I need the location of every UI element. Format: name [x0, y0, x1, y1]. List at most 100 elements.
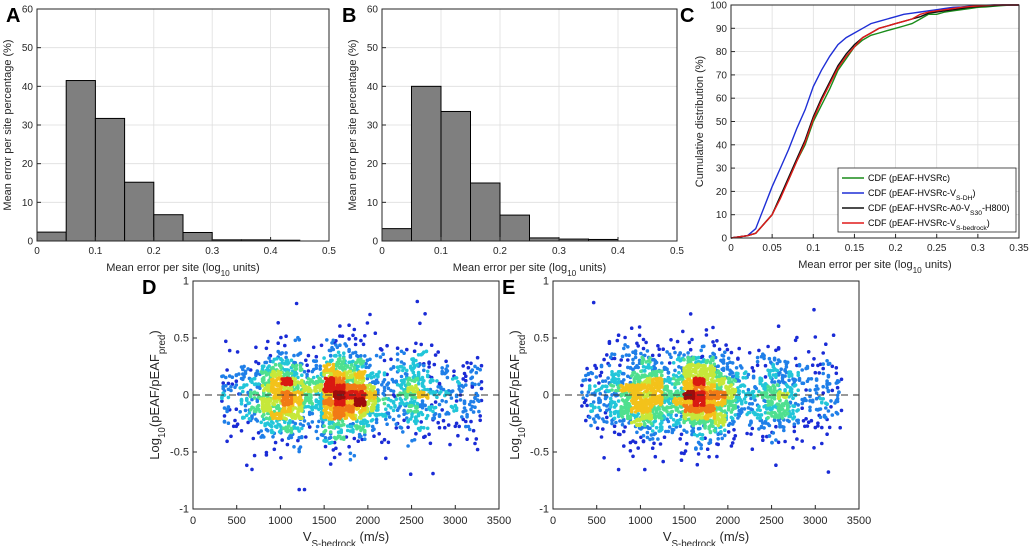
scatter-point — [353, 397, 358, 402]
scatter-point — [297, 449, 302, 454]
scatter-point — [730, 361, 735, 365]
scatter-point — [674, 413, 679, 418]
scatter-point — [591, 300, 596, 305]
scatter-point — [300, 398, 304, 403]
scatter-point — [398, 396, 403, 401]
scatter-point — [276, 388, 281, 393]
scatter-point — [283, 420, 287, 425]
scatter-point — [234, 383, 239, 387]
scatter-point — [370, 418, 375, 422]
scatter-point — [416, 373, 421, 377]
scatter-point — [791, 396, 795, 401]
scatter-point — [646, 416, 651, 420]
scatter-point — [251, 391, 256, 396]
scatter-point — [456, 433, 460, 438]
y-tick-label: 20 — [22, 159, 34, 170]
scatter-point — [713, 420, 718, 425]
scatter-point — [458, 398, 463, 402]
y-tick-label: 50 — [22, 43, 34, 54]
scatter-point — [708, 424, 713, 428]
scatter-point — [318, 364, 323, 369]
scatter-point — [757, 348, 761, 353]
panel-letter-d: D — [142, 277, 156, 299]
scatter-point — [389, 357, 393, 362]
scatter-point — [792, 384, 797, 388]
scatter-point — [437, 402, 442, 407]
scatter-point — [406, 420, 410, 424]
scatter-point — [365, 423, 370, 428]
scatter-point — [368, 312, 372, 317]
scatter-point — [808, 408, 812, 413]
scatter-point — [805, 379, 810, 384]
scatter-point — [612, 372, 617, 377]
scatter-point — [470, 404, 475, 409]
scatter-point — [275, 356, 279, 361]
scatter-point — [612, 430, 617, 435]
scatter-point — [269, 424, 274, 429]
scatter-point — [667, 361, 672, 365]
scatter-point — [304, 435, 308, 439]
label-text: -H800) — [982, 203, 1010, 213]
scatter-point — [251, 406, 256, 410]
scatter-point — [661, 347, 665, 352]
scatter-point — [473, 395, 477, 400]
scatter-point — [610, 388, 614, 392]
scatter-point — [415, 299, 420, 304]
scatter-point — [250, 467, 254, 472]
scatter-point — [386, 386, 391, 391]
scatter-point — [736, 356, 740, 361]
scatter-point — [449, 396, 454, 400]
scatter-point — [336, 422, 341, 426]
scatter-point — [616, 333, 621, 338]
scatter-point — [300, 367, 304, 372]
x-tick-label: 0.3 — [205, 246, 219, 257]
scatter-point — [768, 389, 773, 394]
scatter-point — [357, 432, 362, 437]
scatter-point — [822, 414, 827, 419]
scatter-point — [323, 436, 328, 440]
scatter-point — [239, 402, 244, 406]
scatter-point — [774, 348, 778, 353]
scatter-point — [747, 351, 752, 355]
scatter-point — [774, 413, 778, 418]
scatter-point — [382, 358, 387, 363]
scatter-point — [446, 423, 451, 427]
scatter-point — [290, 376, 295, 381]
y-tick-label: 0 — [721, 234, 727, 245]
scatter-point — [288, 382, 292, 387]
legend-label: CDF (pEAF-HVSRc-A0-VS30-H800) — [868, 203, 1010, 217]
scatter-point — [704, 333, 709, 337]
cdf-panel-c: 0 0.05 0.1 0.15 0.2 0.25 0.3 0.3501020304050607… — [694, 1, 1029, 275]
scatter-point — [374, 414, 379, 418]
scatter-point — [323, 385, 328, 390]
scatter-point — [785, 407, 790, 411]
scatter-point — [357, 375, 362, 379]
scatter-point — [759, 425, 764, 430]
scatter-point — [271, 413, 275, 418]
scatter-point — [331, 383, 336, 388]
scatter-point — [690, 337, 694, 342]
scatter-point — [758, 408, 762, 413]
scatter-point — [252, 396, 257, 400]
scatter-point — [246, 401, 250, 406]
scatter-point — [359, 412, 363, 417]
y-tick-label: 20 — [716, 187, 728, 198]
scatter-point — [635, 414, 639, 418]
scatter-point — [432, 362, 437, 367]
scatter-point — [397, 368, 401, 373]
scatter-point — [774, 438, 778, 442]
scatter-point — [311, 375, 316, 380]
scatter-point — [381, 414, 386, 418]
scatter-point — [376, 405, 380, 410]
scatter-point — [271, 402, 275, 406]
scatter-point — [677, 410, 681, 414]
scatter-point — [335, 436, 340, 440]
scatter-point — [652, 441, 656, 446]
scatter-point — [255, 391, 260, 396]
scatter-point — [288, 434, 292, 438]
scatter-point — [726, 423, 731, 428]
scatter-point — [310, 420, 315, 424]
scatter-point — [445, 364, 450, 368]
scatter-point — [254, 373, 258, 378]
scatter-point — [414, 341, 418, 346]
